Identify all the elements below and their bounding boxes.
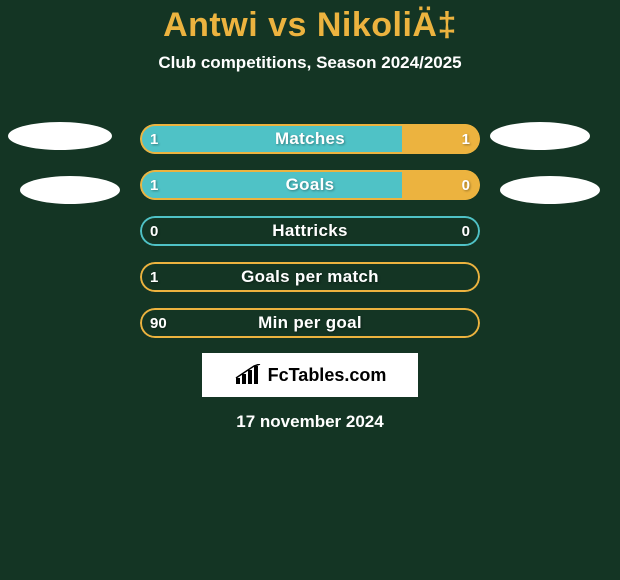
subtitle: Club competitions, Season 2024/2025 [0, 53, 620, 73]
stat-label: Goals [140, 170, 480, 200]
stat-row: 1Goals per match [140, 262, 480, 292]
stat-label: Hattricks [140, 216, 480, 246]
stat-row: 90Min per goal [140, 308, 480, 338]
date-text: 17 november 2024 [0, 412, 620, 432]
page-title: Antwi vs NikoliÄ‡ [0, 0, 620, 45]
stat-label: Min per goal [140, 308, 480, 338]
decorative-ellipse [8, 122, 112, 150]
stat-row: 10Goals [140, 170, 480, 200]
brand-text: FcTables.com [268, 365, 387, 386]
decorative-ellipse [20, 176, 120, 204]
bars-icon [234, 364, 262, 386]
stat-row: 11Matches [140, 124, 480, 154]
comparison-rows: 11Matches 10Goals 00Hattricks 1Goals per ma… [140, 124, 480, 354]
stat-row: 00Hattricks [140, 216, 480, 246]
stat-label: Goals per match [140, 262, 480, 292]
decorative-ellipse [500, 176, 600, 204]
decorative-ellipse [490, 122, 590, 150]
stat-label: Matches [140, 124, 480, 154]
brand-box: FcTables.com [202, 353, 418, 397]
